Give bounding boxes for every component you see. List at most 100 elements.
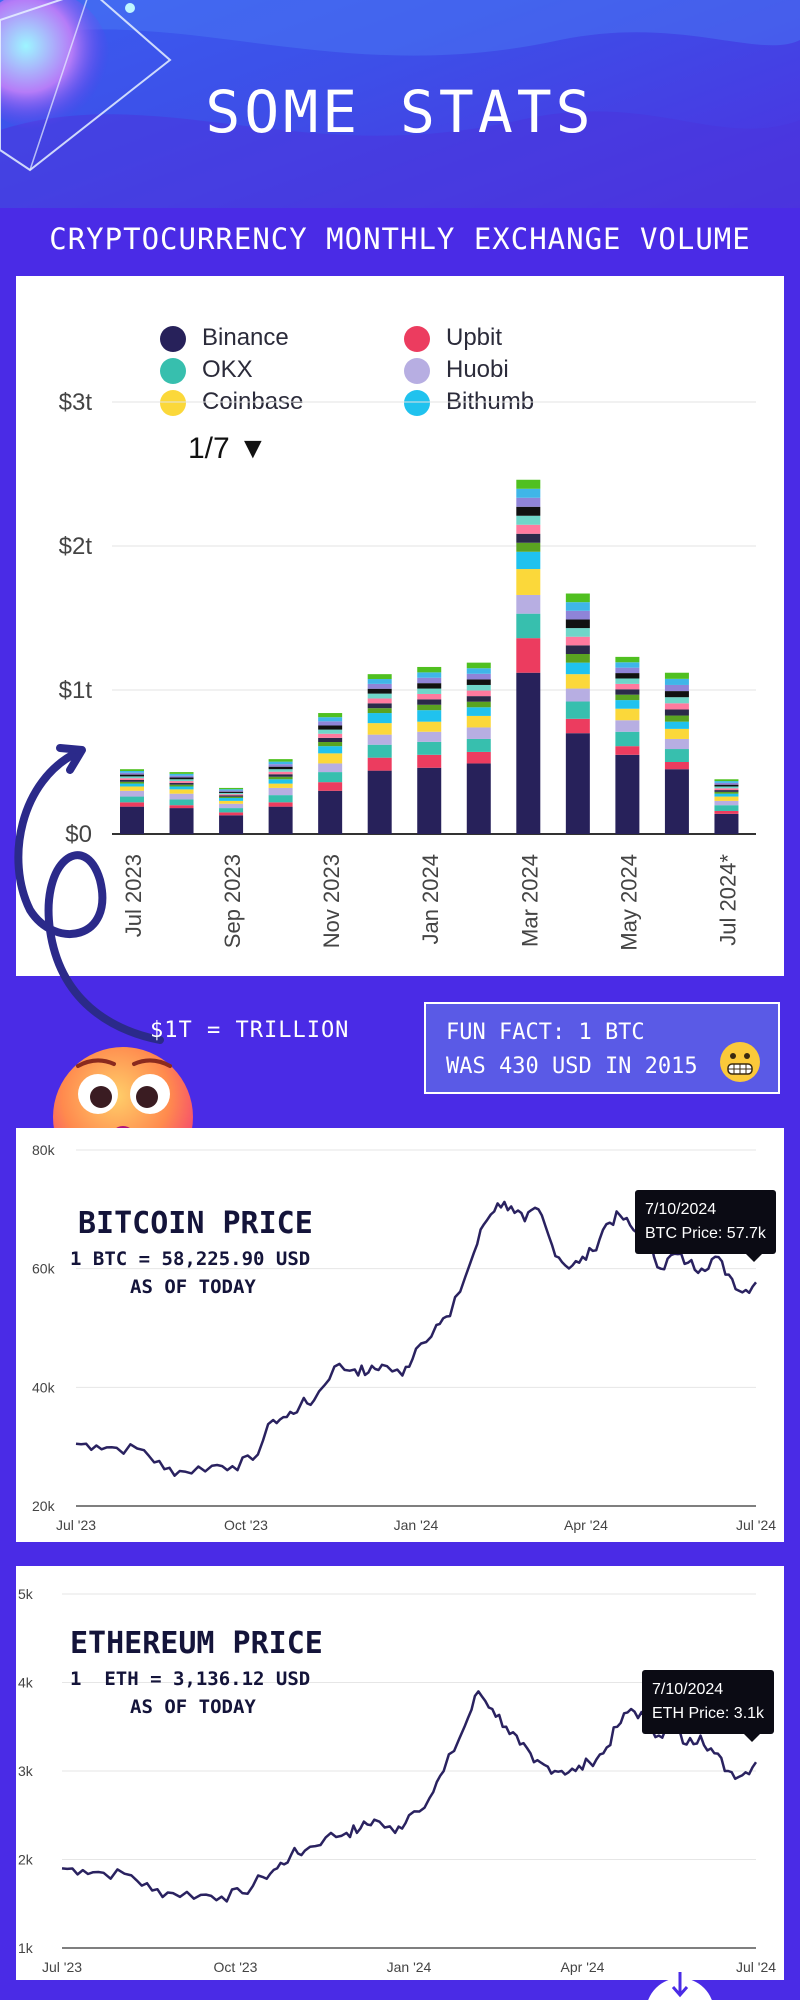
bar-segment-other [219, 787, 244, 790]
bar-segment-okx [417, 741, 442, 755]
bar-segment-binance [565, 733, 590, 834]
bar-segment-other [268, 769, 293, 772]
trillion-note: $1T = TRILLION [150, 1018, 350, 1043]
volume-chart-panel: Binance OKX Coinbase Upbit Huobi Bithumb… [16, 276, 784, 976]
bar-segment-other [615, 683, 640, 690]
bar-segment-other [120, 780, 144, 782]
bar-segment-other [219, 790, 244, 792]
bar-segment-other [417, 666, 442, 673]
bar-segment-okx [615, 731, 640, 747]
bar-segment-bithumb [169, 786, 194, 790]
bar-segment-other [367, 683, 392, 689]
scroll-down-icon[interactable] [640, 1972, 720, 2000]
bar-segment-binance [516, 672, 541, 834]
bar-segment-binance [169, 808, 194, 834]
x-tick-label: Jan '24 [394, 1517, 439, 1533]
bar-segment-other [565, 628, 590, 637]
fun-fact-line-1: FUN FACT: 1 BTC [446, 1020, 645, 1045]
x-tick-label: Jul '23 [56, 1517, 96, 1533]
bar-segment-binance [318, 790, 343, 834]
bar-segment-binance [367, 770, 392, 834]
bitcoin-tooltip: 7/10/2024 BTC Price: 57.7k [635, 1190, 776, 1262]
bar-segment-other [664, 697, 689, 704]
bar-segment-binance [466, 763, 491, 834]
bar-segment-other [120, 781, 144, 784]
bar-segment-other [466, 701, 491, 708]
bar-segment-coinbase [268, 783, 293, 788]
bar-segment-other [318, 721, 343, 726]
bar-segment-other [367, 693, 392, 699]
bar-segment-other [714, 786, 739, 789]
legend-binance: Binance [202, 324, 289, 351]
bar-segment-coinbase [664, 728, 689, 739]
grimace-emoji-icon [720, 1042, 760, 1082]
bar-segment-coinbase [219, 800, 244, 804]
x-tick-label: Apr '24 [561, 1959, 605, 1975]
bar-segment-binance [664, 769, 689, 834]
legend-dot-okx [160, 358, 186, 384]
bar-segment-other [417, 688, 442, 694]
x-tick-label: Jul '24 [736, 1517, 776, 1533]
x-tick-label: Jan 2024 [418, 854, 443, 945]
bar-segment-huobi [417, 731, 442, 742]
bar-segment-other [219, 795, 244, 797]
bar-segment-other [466, 679, 491, 685]
ethereum-tooltip-date: 7/10/2024 [652, 1681, 724, 1698]
bar-segment-other [318, 729, 343, 734]
bar-segment-bithumb [466, 707, 491, 716]
ethereum-as-of: AS OF TODAY [130, 1696, 256, 1718]
bitcoin-line-chart: 20k 40k 60k 80k Jul '23 Oct '23 Jan '24 Apr '24… [32, 1142, 776, 1533]
y-tick-label: $2t [59, 533, 93, 560]
bar-segment-upbit [268, 802, 293, 807]
legend-dot-coinbase [160, 390, 186, 416]
x-tick-label: Oct '23 [214, 1959, 258, 1975]
legend-pager[interactable]: 1/7 ▼ [188, 432, 268, 465]
header-decoration [0, 0, 800, 208]
bar-segment-huobi [466, 727, 491, 739]
bar-segment-binance [417, 767, 442, 834]
bar-segment-other [516, 533, 541, 543]
bar-segment-other [664, 709, 689, 716]
bar-segment-other [714, 779, 739, 782]
y-tick-label: $3t [59, 389, 93, 416]
bar-segment-upbit [565, 718, 590, 734]
bar-segment-other [268, 764, 293, 767]
bar-segment-coinbase [565, 674, 590, 689]
bar-segment-other [714, 784, 739, 787]
x-tick-label: May 2024 [616, 854, 641, 951]
x-tick-label: Jul '23 [42, 1959, 82, 1975]
y-tick-label: 2k [18, 1852, 34, 1868]
bar-segment-other [169, 781, 194, 783]
bar-segment-bithumb [714, 793, 739, 797]
bar-segment-other [516, 515, 541, 525]
bar-segment-other [466, 662, 491, 669]
bar-segment-other [219, 792, 244, 795]
bar-segment-other [169, 772, 194, 774]
bar-segment-other [268, 761, 293, 765]
bar-segment-other [417, 672, 442, 678]
bar-segment-other [219, 789, 244, 791]
y-tick-label: 3k [18, 1763, 34, 1779]
bar-segment-bithumb [367, 713, 392, 724]
bar-segment-upbit [615, 746, 640, 755]
bar-segment-other [268, 774, 293, 777]
bar-segment-other [615, 662, 640, 668]
bar-segment-huobi [565, 688, 590, 702]
bar-segment-okx [565, 701, 590, 719]
bar-segment-other [120, 772, 144, 775]
bar-segment-other [120, 778, 144, 780]
bar-segment-okx [219, 808, 244, 813]
bar-segment-binance [714, 813, 739, 834]
bar-segment-other [268, 759, 293, 762]
bar-segment-other [466, 668, 491, 674]
curved-arrow [14, 744, 164, 1044]
bar-segment-upbit [169, 805, 194, 809]
bar-segment-upbit [466, 751, 491, 764]
bar-segment-other [516, 524, 541, 534]
x-tick-label: Jul 2024* [715, 854, 740, 946]
header-banner: SOME STATS [0, 0, 800, 208]
bitcoin-tooltip-value: BTC Price: 57.7k [645, 1225, 766, 1242]
bar-segment-coinbase [714, 796, 739, 801]
bar-segment-other [318, 742, 343, 747]
bar-segment-okx [120, 796, 144, 803]
